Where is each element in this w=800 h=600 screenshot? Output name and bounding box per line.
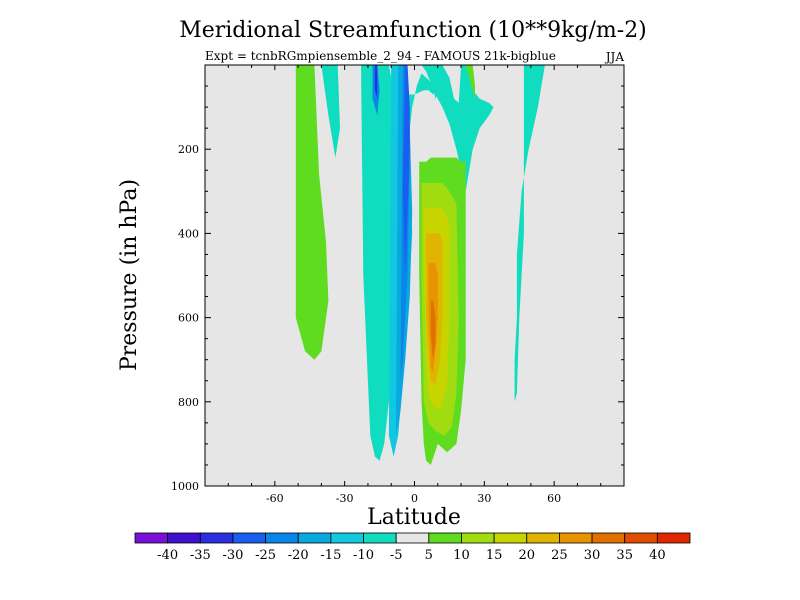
colorbar-label: -25	[255, 548, 276, 563]
x-tick-label: -30	[336, 492, 354, 505]
colorbar-swatch	[624, 532, 658, 544]
colorbar-swatch	[395, 532, 430, 544]
colorbar-label: -40	[157, 548, 178, 563]
colorbar-swatch	[428, 532, 462, 544]
colorbar-label: 20	[518, 548, 535, 563]
contour-fills	[295, 65, 545, 465]
x-tick-label: 30	[477, 492, 491, 505]
colorbar-swatch	[265, 532, 299, 544]
contour-region	[465, 65, 475, 99]
colorbar-swatch	[134, 532, 169, 544]
y-tick-label: 200	[178, 143, 199, 156]
colorbar-swatch	[297, 532, 332, 544]
colorbar-label: -20	[288, 548, 309, 563]
contour-region	[514, 65, 545, 402]
colorbar-label: 30	[584, 548, 601, 563]
contour-region	[295, 65, 329, 360]
contour-region	[374, 65, 378, 99]
colorbar-label: -10	[353, 548, 374, 563]
colorbar-label: -15	[320, 548, 341, 563]
y-tick-label: 400	[178, 227, 199, 240]
colorbar-swatch	[330, 532, 364, 544]
contour-region	[430, 300, 436, 360]
colorbar-swatch	[461, 532, 495, 544]
colorbar-swatch	[232, 532, 266, 544]
colorbar-swatch	[199, 532, 234, 544]
colorbar-label: 35	[616, 548, 633, 563]
colorbar-swatch	[559, 532, 593, 544]
season-label: JJA	[604, 50, 625, 64]
x-tick-label: 60	[547, 492, 561, 505]
colorbar-swatch	[591, 532, 626, 544]
colorbar-swatch	[493, 532, 528, 544]
y-tick-label: 600	[178, 312, 199, 325]
contour-region	[321, 65, 340, 158]
colorbar-swatch	[167, 532, 201, 544]
y-axis-ticks: 200 400 600 800 1000	[171, 85, 624, 493]
colorbar-label: -30	[222, 548, 243, 563]
colorbar-label: -5	[390, 548, 403, 563]
colorbar-swatch	[656, 532, 691, 544]
chart-subtitle: Expt = tcnbRGmpiensemble_2_94 - FAMOUS 2…	[205, 49, 556, 63]
colorbar-label: 40	[649, 548, 666, 563]
colorbar-label: 10	[453, 548, 470, 563]
chart-title: Meridional Streamfunction (10**9kg/m-2)	[179, 18, 647, 43]
colorbar-label: 5	[425, 548, 433, 563]
colorbar-label: -35	[190, 548, 211, 563]
contour-region	[414, 65, 494, 192]
y-tick-label: 1000	[171, 480, 199, 493]
colorbar-label: 15	[486, 548, 503, 563]
contour-region	[402, 65, 410, 276]
colorbar-label: 25	[551, 548, 568, 563]
y-tick-label: 800	[178, 396, 199, 409]
colorbar-swatch	[363, 532, 397, 544]
x-axis-label: Latitude	[367, 505, 461, 530]
colorbar: -40 -35 -30 -25 -20 -15 -10 -5 5 10 15 20 25 30 35 40	[134, 532, 691, 563]
x-tick-label: 0	[411, 492, 418, 505]
y-axis-label: Pressure (in hPa)	[117, 179, 142, 371]
colorbar-swatch	[526, 532, 560, 544]
x-axis-ticks: -60 -30 0 30 60	[204, 65, 625, 505]
plot-background	[205, 65, 624, 486]
x-tick-label: -60	[266, 492, 284, 505]
